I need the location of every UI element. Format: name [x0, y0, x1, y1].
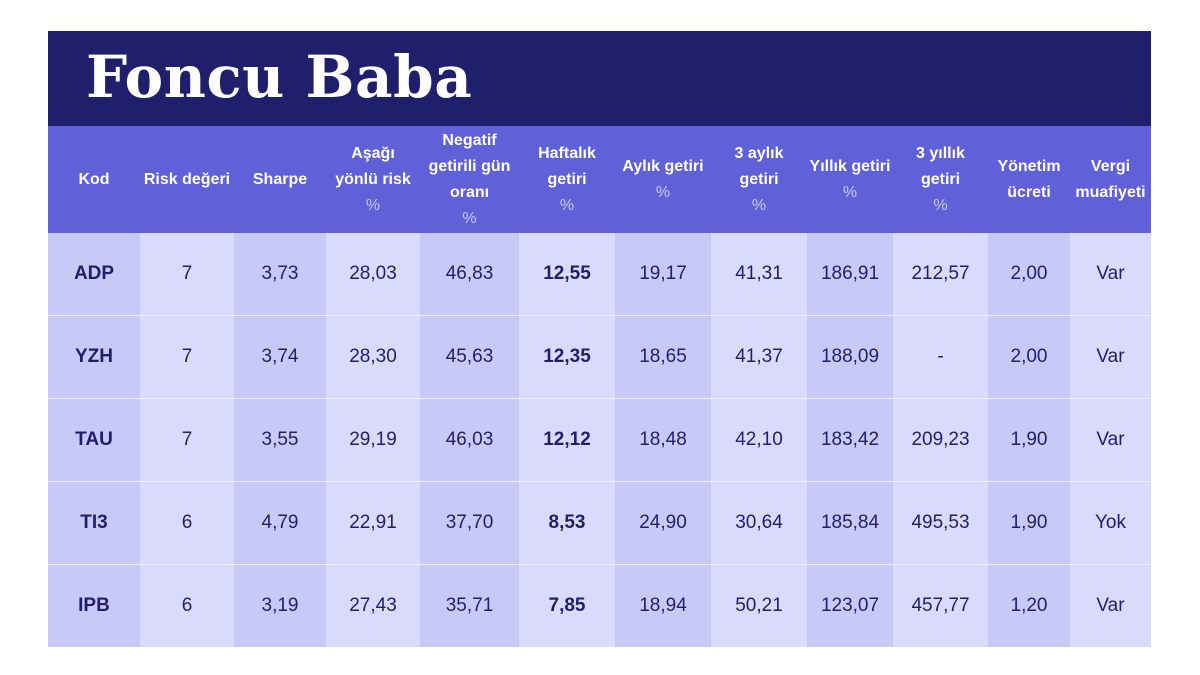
header-row: Kod Risk değeri Sharpe Aşağı yönlü risk%… — [48, 126, 1151, 233]
table-row: TI3 6 4,79 22,91 37,70 8,53 24,90 30,64 185,84 49… — [48, 481, 1151, 565]
table-row: ADP 7 3,73 28,03 46,83 12,55 19,17 41,31 186,91 2… — [48, 233, 1151, 316]
table-row: YZH 7 3,74 28,30 45,63 12,35 18,65 41,37 188,09-… — [48, 315, 1151, 399]
col-header-asagi-yonlu-risk: Aşağı yönlü risk% — [326, 126, 420, 233]
cell-3-aylik-getiri: 41,31 — [711, 233, 807, 316]
cell-vergi-muafiyeti: Yok — [1070, 481, 1151, 565]
cell-3-aylik-getiri: 41,37 — [711, 315, 807, 399]
cell-3-yillik-getiri: 212,57 — [893, 233, 988, 316]
cell-negatif-gun-orani: 46,83 — [420, 233, 519, 316]
unit-label: % — [933, 196, 948, 214]
cell-yonetim-ucreti: 2,00 — [988, 315, 1070, 399]
cell-haftalik-getiri: 12,35 — [519, 315, 615, 399]
cell-haftalik-getiri: 8,53 — [519, 481, 615, 565]
col-header-risk-degeri: Risk değeri — [140, 126, 234, 233]
cell-vergi-muafiyeti: Var — [1070, 398, 1151, 482]
cell-aylik-getiri: 19,17 — [615, 233, 711, 316]
cell-3-yillik-getiri: 495,53 — [893, 481, 988, 565]
cell-3-aylik-getiri: 42,10 — [711, 398, 807, 482]
cell-asagi-yonlu-risk: 28,30 — [326, 315, 420, 399]
cell-vergi-muafiyeti: Var — [1070, 233, 1151, 316]
col-header-negatif-getirili-gun-orani: Negatif getirili gün oranı% — [420, 126, 519, 233]
cell-risk-degeri: 7 — [140, 398, 234, 482]
cell-aylik-getiri: 18,48 — [615, 398, 711, 482]
col-header-3-yillik-getiri: 3 yıllık getiri% — [893, 126, 988, 233]
cell-kod: TAU — [48, 398, 140, 482]
cell-yonetim-ucreti: 1,90 — [988, 398, 1070, 482]
unit-label: % — [842, 183, 858, 201]
cell-kod: YZH — [48, 315, 140, 399]
cell-3-aylik-getiri: 30,64 — [711, 481, 807, 565]
cell-yonetim-ucreti: 1,90 — [988, 481, 1070, 565]
cell-sharpe: 4,79 — [234, 481, 326, 565]
cell-asagi-yonlu-risk: 28,03 — [326, 233, 420, 316]
cell-vergi-muafiyeti: Var — [1070, 564, 1151, 647]
cell-sharpe: 3,73 — [234, 233, 326, 316]
table-row: TAU 7 3,55 29,19 46,03 12,12 18,48 42,10 183,42 2… — [48, 398, 1151, 482]
col-header-aylik-getiri: Aylık getiri% — [615, 126, 711, 233]
cell-yillik-getiri: 185,84 — [807, 481, 893, 565]
cell-yonetim-ucreti: 1,20 — [988, 564, 1070, 647]
cell-3-yillik-getiri: 457,77 — [893, 564, 988, 647]
table-body: ADP 7 3,73 28,03 46,83 12,55 19,17 41,31 186,91 2… — [48, 233, 1151, 647]
cell-yillik-getiri: 186,91 — [807, 233, 893, 316]
cell-negatif-gun-orani: 35,71 — [420, 564, 519, 647]
cell-haftalik-getiri: 12,12 — [519, 398, 615, 482]
col-header-kod: Kod — [48, 126, 140, 233]
col-header-yonetim-ucreti: Yönetim ücreti — [988, 126, 1070, 233]
page-title: Foncu Baba — [86, 43, 473, 111]
cell-kod: IPB — [48, 564, 140, 647]
unit-label: % — [462, 209, 477, 227]
unit-label: % — [655, 183, 671, 201]
cell-risk-degeri: 6 — [140, 481, 234, 565]
title-bar: Foncu Baba — [48, 31, 1151, 126]
cell-risk-degeri: 6 — [140, 564, 234, 647]
cell-risk-degeri: 7 — [140, 315, 234, 399]
cell-3-yillik-getiri: - — [893, 315, 988, 399]
col-header-yillik-getiri: Yıllık getiri% — [807, 126, 893, 233]
cell-risk-degeri: 7 — [140, 233, 234, 316]
unit-label: % — [365, 196, 381, 214]
cell-kod: ADP — [48, 233, 140, 316]
cell-negatif-gun-orani: 46,03 — [420, 398, 519, 482]
cell-yillik-getiri: 188,09 — [807, 315, 893, 399]
cell-sharpe: 3,19 — [234, 564, 326, 647]
table-row: IPB 6 3,19 27,43 35,71 7,85 18,94 50,21 123,07 45… — [48, 564, 1151, 647]
cell-vergi-muafiyeti: Var — [1070, 315, 1151, 399]
col-header-sharpe: Sharpe — [234, 126, 326, 233]
unit-label: % — [559, 196, 575, 214]
col-header-haftalik-getiri: Haftalık getiri% — [519, 126, 615, 233]
cell-3-aylik-getiri: 50,21 — [711, 564, 807, 647]
cell-sharpe: 3,74 — [234, 315, 326, 399]
cell-asagi-yonlu-risk: 22,91 — [326, 481, 420, 565]
table-header: Kod Risk değeri Sharpe Aşağı yönlü risk%… — [48, 126, 1151, 233]
cell-sharpe: 3,55 — [234, 398, 326, 482]
cell-asagi-yonlu-risk: 27,43 — [326, 564, 420, 647]
cell-negatif-gun-orani: 45,63 — [420, 315, 519, 399]
cell-asagi-yonlu-risk: 29,19 — [326, 398, 420, 482]
funds-table: Kod Risk değeri Sharpe Aşağı yönlü risk%… — [48, 126, 1151, 647]
cell-yillik-getiri: 183,42 — [807, 398, 893, 482]
cell-yillik-getiri: 123,07 — [807, 564, 893, 647]
cell-3-yillik-getiri: 209,23 — [893, 398, 988, 482]
col-header-3-aylik-getiri: 3 aylık getiri% — [711, 126, 807, 233]
col-header-vergi-muafiyeti: Vergi muafiyeti — [1070, 126, 1151, 233]
cell-aylik-getiri: 18,65 — [615, 315, 711, 399]
cell-haftalik-getiri: 7,85 — [519, 564, 615, 647]
cell-kod: TI3 — [48, 481, 140, 565]
cell-aylik-getiri: 24,90 — [615, 481, 711, 565]
cell-aylik-getiri: 18,94 — [615, 564, 711, 647]
cell-haftalik-getiri: 12,55 — [519, 233, 615, 316]
cell-yonetim-ucreti: 2,00 — [988, 233, 1070, 316]
cell-negatif-gun-orani: 37,70 — [420, 481, 519, 565]
unit-label: % — [751, 196, 767, 214]
